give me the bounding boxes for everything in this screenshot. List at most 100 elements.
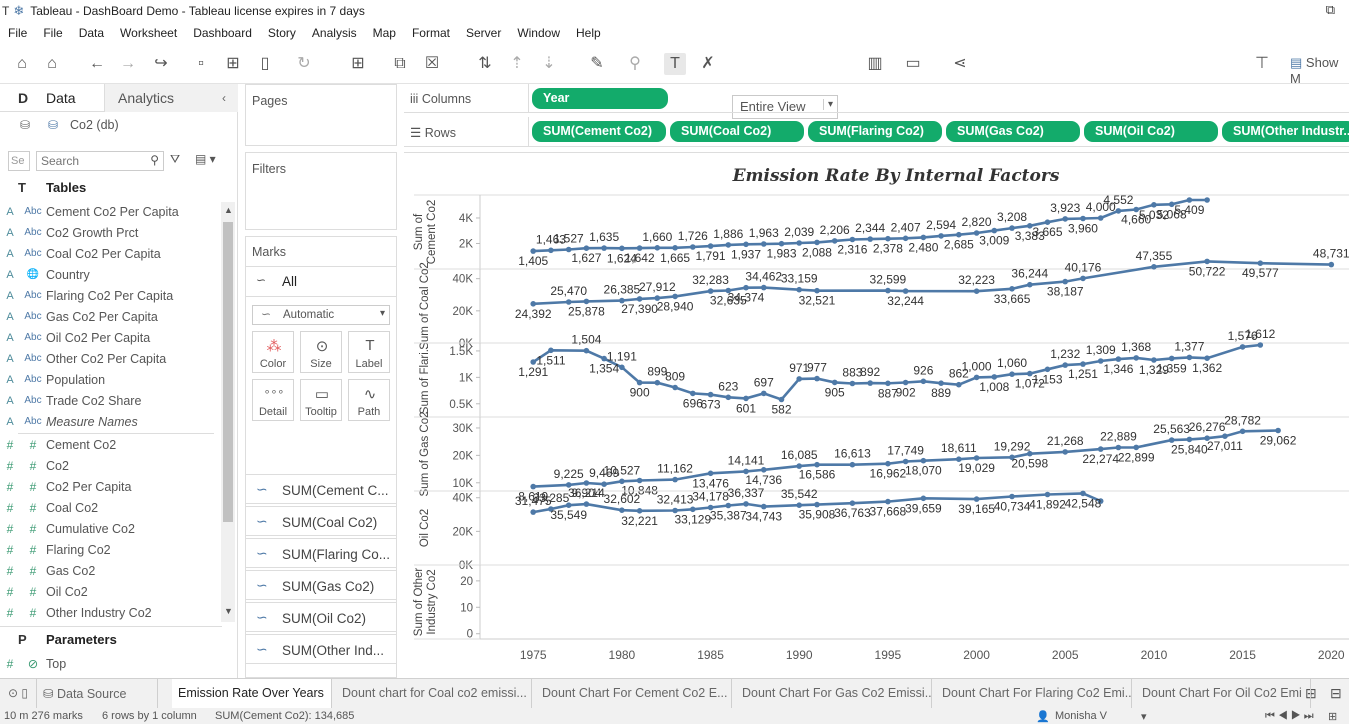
data-point[interactable] [1151,357,1157,363]
data-point[interactable] [814,375,820,382]
filter-icon[interactable]: ⛛ [170,152,181,166]
data-point[interactable] [743,284,749,291]
tooltip-button[interactable]: ▭ Tooltip [300,379,342,421]
data-point[interactable] [636,245,643,251]
data-point[interactable] [530,301,536,307]
data-point[interactable] [849,380,856,387]
data-point[interactable] [849,500,856,507]
group-icon[interactable]: ⚲ [629,55,641,72]
data-point[interactable] [636,508,643,514]
data-point[interactable] [796,240,802,246]
data-point[interactable] [938,380,944,386]
user-name[interactable]: Monisha V [1055,710,1107,722]
data-point[interactable] [973,496,980,502]
data-point[interactable] [530,509,536,515]
menu-item-worksheet[interactable]: Worksheet [120,26,178,40]
menu-item-map[interactable]: Map [372,26,396,40]
scroll-up-icon[interactable]: ▲ [224,205,233,215]
data-point[interactable] [867,236,873,242]
measure-field[interactable]: # # Flaring Co2 [0,539,222,560]
data-point[interactable] [1027,223,1033,229]
data-point[interactable] [885,287,891,294]
collapse-pane-icon[interactable]: ‹ [222,91,226,105]
dimension-field[interactable]: A Abc Measure Names [0,411,222,432]
format-painter-icon[interactable]: ⊤ [1255,55,1269,72]
sheet-tab[interactable]: Dount Chart For Flaring Co2 Emi... [936,679,1132,709]
pill-row-measure[interactable]: SUM(Oil Co2) [1084,121,1218,142]
data-point[interactable] [1168,201,1175,208]
menu-item-file[interactable]: File [8,26,28,40]
data-point[interactable] [1168,437,1175,443]
data-point[interactable] [761,241,767,247]
data-point[interactable] [1080,215,1086,222]
redo-icon[interactable]: → [120,55,136,72]
scroll-down-icon[interactable]: ▼ [224,606,233,616]
sheet-tab[interactable]: Dount Chart For Oil Co2 Emi [1136,679,1311,709]
menu-item-format[interactable]: Format [411,26,450,40]
marks-measure-tab[interactable]: ∽ SUM(Flaring Co... [245,538,397,568]
data-point[interactable] [1151,202,1157,208]
tableau-home-icon[interactable]: ⌂ [17,55,27,72]
data-point[interactable] [743,241,749,248]
data-point[interactable] [707,243,714,249]
data-point[interactable] [1062,362,1068,368]
data-point[interactable] [565,246,572,253]
dimension-field[interactable]: A Abc Coal Co2 Per Capita [0,243,222,264]
marks-measure-tab[interactable]: ∽ SUM(Oil Co2) [245,602,397,632]
data-point[interactable] [725,502,732,509]
data-point[interactable] [743,468,749,475]
pages-card[interactable]: Pages [245,84,397,146]
data-point[interactable] [1009,286,1015,292]
data-point[interactable] [796,463,802,469]
data-point[interactable] [1097,215,1104,221]
search-left-stub[interactable]: Se [8,151,30,171]
data-point[interactable] [583,245,590,251]
data-point[interactable] [778,240,785,247]
show-mark-labels-icon[interactable]: T [664,53,686,75]
sheet-nav-icon[interactable]: ⊙ ▯ [8,686,28,700]
scroll-thumb[interactable] [223,222,233,522]
data-point[interactable] [1204,258,1210,265]
data-point[interactable] [814,501,820,508]
data-point[interactable] [725,394,732,401]
measure-field[interactable]: # # Cement Co2 [0,434,222,455]
marks-all-tab[interactable]: ∽ All [246,267,396,297]
data-point[interactable] [530,483,536,490]
data-point[interactable] [1204,355,1210,361]
data-point[interactable] [636,477,643,484]
search-input[interactable] [37,152,141,170]
data-point[interactable] [690,506,696,513]
marks-measure-tab[interactable]: ∽ SUM(Cement C... [245,474,397,504]
data-point[interactable] [707,504,714,511]
data-point[interactable] [761,503,767,510]
data-point[interactable] [920,378,927,385]
data-point[interactable] [707,288,714,294]
data-point[interactable] [1080,275,1086,282]
marks-measure-tab[interactable]: ∽ SUM(Coal Co2) [245,506,397,536]
data-point[interactable] [902,458,909,465]
data-point[interactable] [796,376,802,382]
sheet-tab[interactable]: Dount Chart For Gas Co2 Emissi... [736,679,932,709]
data-point[interactable] [849,236,856,243]
data-point[interactable] [1328,261,1335,268]
measure-field[interactable]: # # Co2 [0,455,222,476]
data-point[interactable] [636,379,643,386]
new-datasource-icon[interactable]: ⊞ [226,55,240,72]
replace-data-icon[interactable]: ↪ [154,55,168,72]
data-point[interactable] [1257,342,1264,348]
mark-type-dropdown[interactable]: ∽ Automatic ▾ [252,305,390,325]
share-icon[interactable]: ⋖ [953,55,967,72]
data-point[interactable] [619,507,625,513]
data-point[interactable] [1133,355,1139,361]
data-point[interactable] [991,227,998,234]
search-field[interactable]: ⚲ [36,151,164,171]
menu-item-analysis[interactable]: Analysis [311,26,357,40]
dimension-field[interactable]: A Abc Population [0,369,222,390]
data-point[interactable] [867,380,873,386]
data-point[interactable] [920,457,927,464]
restore-window-button[interactable]: ⧉ [1325,2,1335,17]
marks-measure-tab[interactable]: ∽ SUM(Other Ind... [245,634,397,664]
dimension-field[interactable]: A Abc Flaring Co2 Per Capita [0,285,222,306]
data-point[interactable] [1009,493,1015,500]
data-point[interactable] [743,501,749,507]
